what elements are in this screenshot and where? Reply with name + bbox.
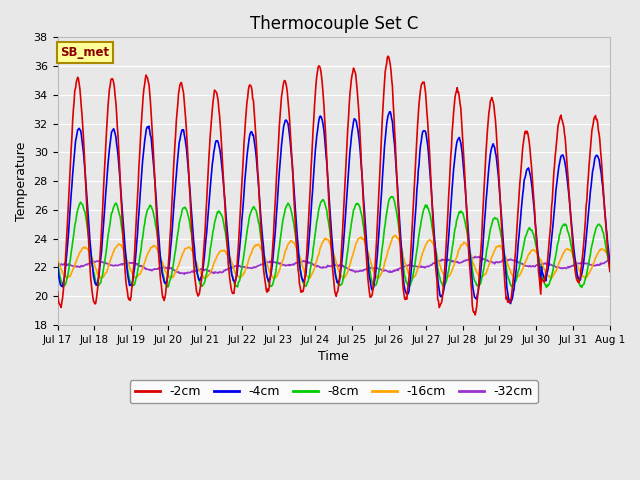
Legend: -2cm, -4cm, -8cm, -16cm, -32cm: -2cm, -4cm, -8cm, -16cm, -32cm xyxy=(129,380,538,403)
X-axis label: Time: Time xyxy=(318,350,349,363)
Text: SB_met: SB_met xyxy=(60,46,109,59)
Title: Thermocouple Set C: Thermocouple Set C xyxy=(250,15,418,33)
Y-axis label: Temperature: Temperature xyxy=(15,142,28,221)
